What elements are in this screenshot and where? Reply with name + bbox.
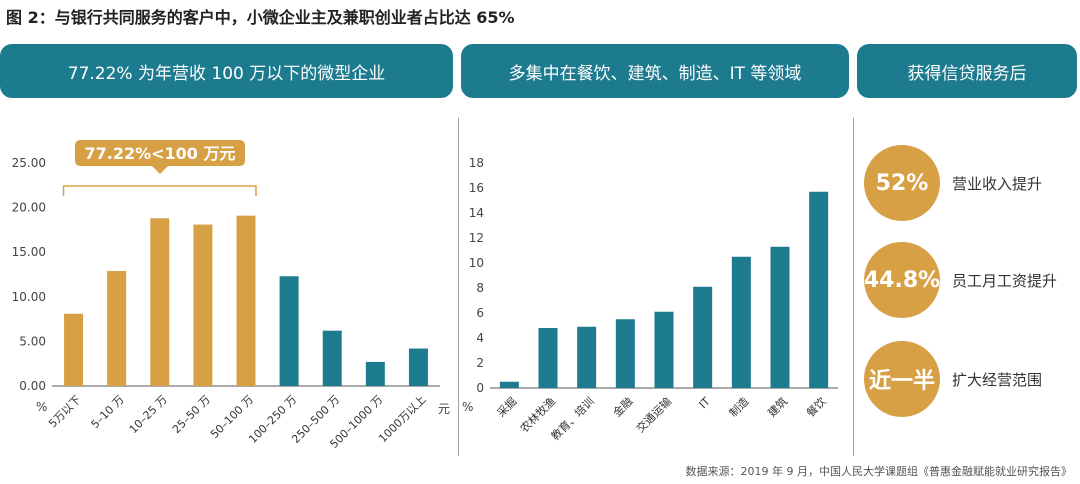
y-axis-unit: % [36,400,47,414]
x-tick-label: 10–25 万 [127,393,170,436]
y-tick-label: 10 [469,256,484,270]
x-tick-label: 餐饮 [803,394,828,419]
annotation-pointer [152,166,168,174]
y-tick-label: 0.00 [19,379,46,393]
x-tick-label: 5万以下 [46,393,83,430]
y-axis-unit: % [462,400,473,414]
page-title: 图 2：与银行共同服务的客户中，小微企业主及兼职创业者占比达 65% [6,8,515,27]
divider-left [458,118,459,456]
bar [615,319,635,388]
annotation-box [75,140,245,166]
y-tick-label: 18 [469,156,484,170]
banner-industries: 多集中在餐饮、建筑、制造、IT 等领域 [461,44,849,98]
y-tick-label: 8 [476,281,484,295]
y-tick-label: 14 [469,206,484,220]
stat-circle-wage: 44.8% [864,242,940,318]
x-tick-label: 5–10 万 [89,393,127,431]
bar [731,256,751,388]
divider-right [853,118,854,456]
y-tick-label: 12 [469,231,484,245]
bar [499,381,519,388]
y-tick-label: 6 [476,306,484,320]
banner-micro-enterprise: 77.22% 为年营收 100 万以下的微型企业 [0,44,453,98]
bar [193,224,213,386]
y-tick-label: 2 [476,356,484,370]
bar [107,270,127,386]
data-source-note: 数据来源：2019 年 9 月，中国人民大学课题组《普惠金融赋能就业研究报告》 [685,465,1072,478]
bar [770,246,790,388]
y-tick-label: 16 [469,181,484,195]
y-tick-label: 20.00 [12,201,46,215]
x-tick-label: 农林牧渔 [517,394,558,435]
industry-distribution-chart: 024681012141618% 采掘农林牧渔教育、培训 金融交通运输 IT 制造 建筑餐… [462,156,838,443]
y-tick-label: 5.00 [19,334,46,348]
x-tick-label: 交通运输 [633,394,674,435]
x-tick-label: 采掘 [494,394,519,419]
stat-label-scope: 扩大经营范围 [952,371,1043,389]
y-tick-label: 4 [476,331,484,345]
y-tick-label: 25.00 [12,156,46,170]
x-axis-unit: 元 [438,402,450,416]
x-tick-label: 制造 [726,394,751,419]
bar [654,311,674,388]
bar [236,215,256,386]
bar [693,286,713,388]
y-tick-label: 10.00 [12,290,46,304]
y-tick-label: 15.00 [12,245,46,259]
bar [408,348,428,386]
x-tick-label: 25–50 万 [170,393,213,436]
bar [150,218,170,386]
bar [577,326,597,388]
bar [365,361,385,386]
stat-circle-scope: 近一半 [864,341,940,417]
stat-label-wage: 员工月工资提升 [952,272,1058,290]
x-tick-label: IT [697,395,713,411]
stat-label-revenue: 营业收入提升 [952,175,1043,193]
bar [809,191,829,388]
y-tick-label: 0 [476,381,484,395]
x-tick-label: 金融 [610,394,635,419]
highlight-bracket [62,185,257,196]
bar [64,313,84,386]
bar [279,276,299,386]
stat-circle-revenue: 52% [864,145,940,221]
annotation-label: 77.22%<100 万元 [84,144,235,163]
bar [322,330,342,386]
banner-credit-service: 获得信贷服务后 [857,44,1077,98]
x-tick-label: 建筑 [765,394,790,419]
bar [538,328,558,388]
